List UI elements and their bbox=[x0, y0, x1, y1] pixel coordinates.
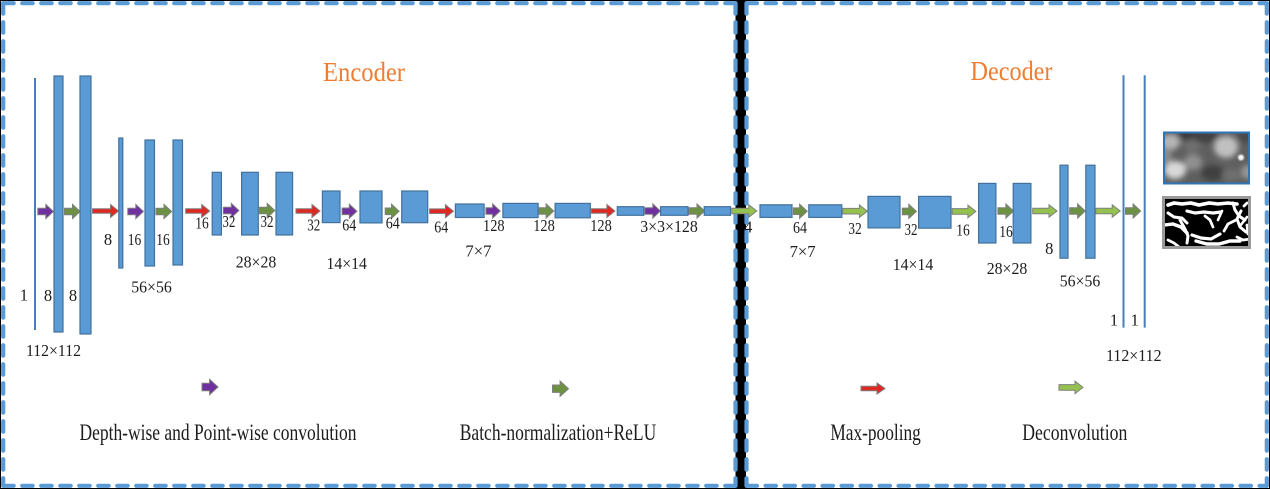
svg-text:32: 32 bbox=[261, 212, 274, 231]
svg-text:16: 16 bbox=[156, 230, 170, 249]
svg-text:64: 64 bbox=[434, 218, 448, 237]
svg-text:28×28: 28×28 bbox=[236, 253, 277, 272]
svg-text:1: 1 bbox=[1110, 311, 1118, 330]
svg-text:56×56: 56×56 bbox=[131, 278, 172, 297]
svg-text:32: 32 bbox=[307, 216, 320, 235]
svg-text:1: 1 bbox=[20, 286, 28, 305]
svg-text:128: 128 bbox=[483, 216, 505, 235]
svg-text:28×28: 28×28 bbox=[987, 259, 1028, 278]
svg-text:4: 4 bbox=[744, 218, 752, 237]
svg-text:7×7: 7×7 bbox=[790, 242, 816, 261]
svg-text:128: 128 bbox=[533, 216, 555, 235]
svg-text:16: 16 bbox=[128, 230, 142, 249]
svg-text:8: 8 bbox=[104, 230, 112, 249]
svg-text:8: 8 bbox=[1045, 239, 1053, 258]
svg-text:Deconvolution: Deconvolution bbox=[1022, 420, 1127, 445]
svg-text:16: 16 bbox=[999, 222, 1013, 241]
svg-text:32: 32 bbox=[905, 220, 918, 239]
svg-text:1: 1 bbox=[1131, 311, 1139, 330]
svg-text:56×56: 56×56 bbox=[1060, 272, 1101, 291]
svg-text:8: 8 bbox=[69, 286, 77, 305]
svg-text:32: 32 bbox=[222, 212, 235, 231]
svg-text:32: 32 bbox=[848, 219, 862, 238]
svg-text:128: 128 bbox=[590, 216, 612, 235]
svg-text:64: 64 bbox=[386, 214, 400, 233]
svg-text:Decoder: Decoder bbox=[971, 56, 1053, 86]
svg-text:64: 64 bbox=[342, 216, 356, 235]
svg-text:16: 16 bbox=[195, 214, 209, 233]
svg-text:14×14: 14×14 bbox=[893, 255, 934, 274]
svg-text:64: 64 bbox=[793, 218, 807, 237]
svg-text:Depth-wise and Point-wise conv: Depth-wise and Point-wise convolution bbox=[80, 420, 357, 445]
svg-text:Batch-normalization+ReLU: Batch-normalization+ReLU bbox=[460, 420, 657, 445]
svg-text:Encoder: Encoder bbox=[323, 57, 405, 87]
svg-text:16: 16 bbox=[956, 221, 970, 240]
svg-text:112×112: 112×112 bbox=[26, 341, 81, 360]
svg-text:14×14: 14×14 bbox=[326, 254, 367, 273]
svg-text:3×3×128: 3×3×128 bbox=[640, 217, 698, 236]
svg-text:8: 8 bbox=[44, 286, 52, 305]
svg-text:Max-pooling: Max-pooling bbox=[830, 420, 921, 445]
svg-text:7×7: 7×7 bbox=[465, 242, 491, 261]
svg-text:112×112: 112×112 bbox=[1106, 346, 1162, 365]
